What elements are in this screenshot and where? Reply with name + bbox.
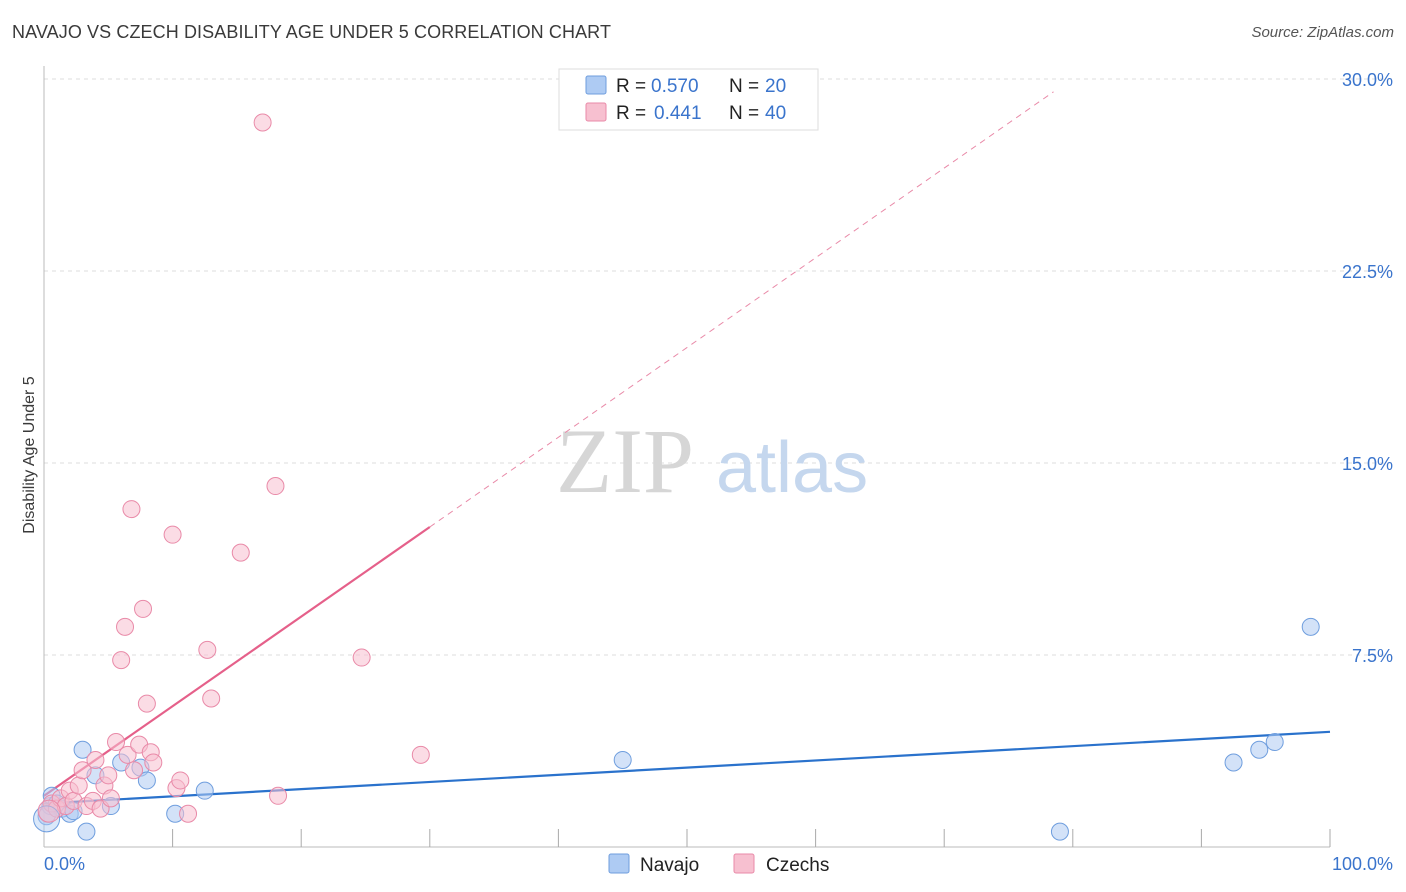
point-navajo-17 — [1050, 822, 1069, 841]
legend-r-value-navajo: 0.570 — [651, 76, 699, 97]
point-navajo-8 — [77, 822, 96, 841]
legend-bottom-label-navajo: Navajo — [640, 855, 699, 876]
x-tick-label-1: 100.0% — [1332, 854, 1393, 874]
point-navajo-18 — [1224, 753, 1243, 772]
y-tick-label-1: 15.0% — [1342, 454, 1393, 474]
chart-title: NAVAJO VS CZECH DISABILITY AGE UNDER 5 C… — [12, 22, 612, 42]
axes-layer — [43, 66, 1331, 848]
point-czech-35 — [266, 477, 285, 496]
point-czech-23 — [134, 599, 153, 618]
legend-bottom-swatch-navajo — [608, 853, 630, 874]
point-czech-26 — [144, 753, 163, 772]
legend-swatch-czech — [585, 102, 607, 122]
point-navajo-19 — [1250, 740, 1269, 759]
point-czech-16 — [107, 733, 126, 752]
legend-n-label-czech: N = — [729, 103, 759, 124]
point-czech-38 — [411, 745, 430, 764]
trend-line-czech — [43, 526, 431, 797]
legend-r-label-czech: R = — [616, 103, 646, 124]
y-tick-label-0: 7.5% — [1352, 646, 1393, 666]
point-czech-31 — [198, 640, 217, 659]
point-navajo-13 — [137, 771, 156, 790]
legend-n-value-czech: 40 — [765, 103, 786, 124]
legend-bottom: Navajo Czechs — [608, 853, 829, 876]
point-czech-33 — [231, 543, 250, 562]
point-czech-34 — [253, 113, 272, 132]
watermark-zip: ZIP — [556, 410, 694, 512]
grid-layer — [44, 78, 1392, 656]
point-czech-18 — [116, 617, 135, 636]
point-czech-30 — [179, 804, 198, 823]
point-czech-29 — [171, 771, 190, 790]
tick-label-layer: 7.5% 15.0% 22.5% 30.0% 0.0% 100.0% — [44, 70, 1393, 874]
point-czech-7 — [69, 776, 88, 795]
point-czech-24 — [137, 694, 156, 713]
point-navajo-15 — [195, 781, 214, 800]
point-navajo-20 — [1265, 733, 1284, 752]
point-czech-cluster — [37, 799, 61, 823]
source-label: Source: ZipAtlas.com — [1251, 24, 1394, 41]
legend-bottom-swatch-czech — [733, 853, 755, 874]
point-czech-14 — [99, 766, 118, 785]
point-navajo-cluster — [33, 805, 61, 833]
trend-layer — [43, 91, 1331, 805]
trend-line-navajo — [43, 730, 1331, 805]
point-navajo-7 — [73, 740, 92, 759]
point-czech-27 — [163, 525, 182, 544]
legend-swatch-navajo — [585, 75, 607, 95]
watermark: ZIP atlas — [556, 410, 868, 512]
point-navajo-16 — [613, 750, 632, 769]
point-czech-19 — [118, 745, 137, 764]
point-czech-37 — [352, 648, 371, 667]
point-czech-15 — [101, 789, 120, 808]
legend-r-value-czech: 0.441 — [654, 103, 702, 124]
legend-n-label-navajo: N = — [729, 76, 759, 97]
point-czech-20 — [122, 500, 141, 519]
trend-extension-czech — [429, 91, 1054, 528]
y-tick-label-2: 22.5% — [1342, 262, 1393, 282]
legend-bottom-label-czech: Czechs — [766, 855, 829, 876]
point-czech-32 — [202, 689, 221, 708]
points-layer — [33, 113, 1320, 841]
legend-n-value-navajo: 20 — [765, 76, 786, 97]
y-tick-label-3: 30.0% — [1342, 70, 1393, 90]
y-axis-label: Disability Age Under 5 — [21, 376, 38, 534]
point-czech-11 — [86, 750, 105, 769]
watermark-atlas: atlas — [716, 428, 868, 508]
legend-r-label-navajo: R = — [616, 76, 646, 97]
legend-top: R = 0.570 N = 20 R = 0.441 N = 40 — [558, 68, 819, 131]
point-czech-21 — [125, 761, 144, 780]
point-czech-36 — [269, 786, 288, 805]
x-tick-label-0: 0.0% — [44, 854, 85, 874]
point-navajo-21 — [1301, 617, 1320, 636]
point-czech-17 — [112, 651, 131, 670]
point-czech-8 — [73, 761, 92, 780]
